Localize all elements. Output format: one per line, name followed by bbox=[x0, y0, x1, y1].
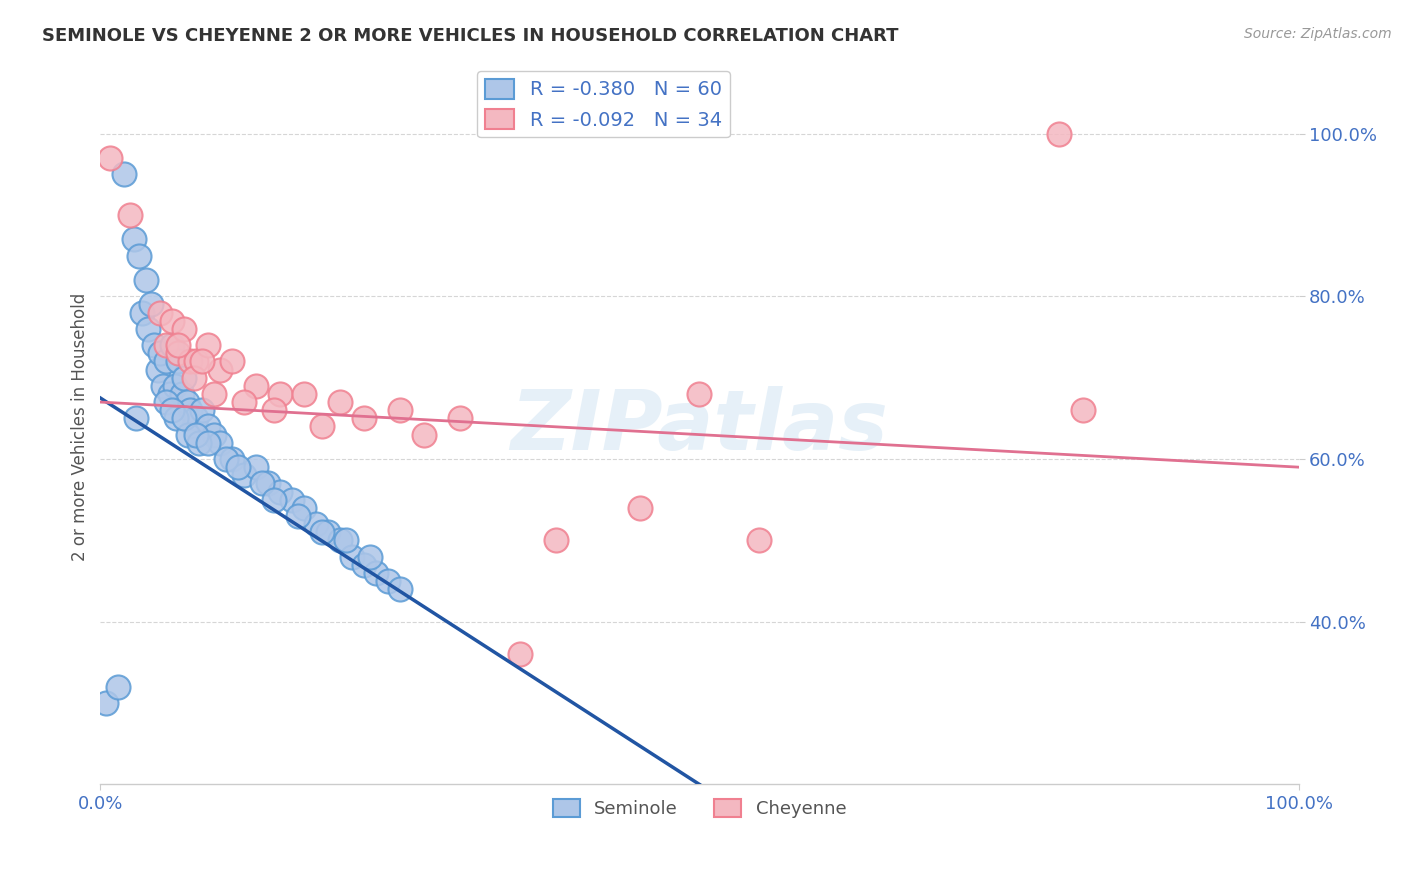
Point bbox=[155, 354, 177, 368]
Point bbox=[388, 582, 411, 597]
Point bbox=[748, 533, 770, 548]
Point bbox=[146, 362, 169, 376]
Point bbox=[226, 460, 249, 475]
Point bbox=[335, 533, 357, 548]
Point bbox=[311, 525, 333, 540]
Point bbox=[377, 574, 399, 588]
Point bbox=[149, 305, 172, 319]
Point bbox=[221, 354, 243, 368]
Text: ZIPatlas: ZIPatlas bbox=[510, 386, 889, 467]
Point bbox=[197, 419, 219, 434]
Point bbox=[269, 387, 291, 401]
Point bbox=[316, 525, 339, 540]
Point bbox=[135, 273, 157, 287]
Point bbox=[183, 419, 205, 434]
Text: SEMINOLE VS CHEYENNE 2 OR MORE VEHICLES IN HOUSEHOLD CORRELATION CHART: SEMINOLE VS CHEYENNE 2 OR MORE VEHICLES … bbox=[42, 27, 898, 45]
Point bbox=[162, 403, 184, 417]
Point bbox=[128, 249, 150, 263]
Point bbox=[215, 452, 238, 467]
Point bbox=[269, 484, 291, 499]
Point bbox=[340, 549, 363, 564]
Point bbox=[281, 492, 304, 507]
Point bbox=[149, 346, 172, 360]
Point bbox=[131, 305, 153, 319]
Point bbox=[329, 395, 352, 409]
Point bbox=[388, 403, 411, 417]
Point bbox=[96, 696, 118, 710]
Point bbox=[287, 508, 309, 523]
Point bbox=[107, 680, 129, 694]
Point bbox=[170, 387, 193, 401]
Point bbox=[509, 647, 531, 661]
Point bbox=[364, 566, 387, 580]
Point bbox=[186, 427, 208, 442]
Point bbox=[98, 151, 121, 165]
Point bbox=[155, 395, 177, 409]
Point bbox=[245, 379, 267, 393]
Point bbox=[183, 370, 205, 384]
Point bbox=[544, 533, 567, 548]
Point bbox=[292, 500, 315, 515]
Point bbox=[139, 297, 162, 311]
Legend: Seminole, Cheyenne: Seminole, Cheyenne bbox=[546, 792, 853, 825]
Point bbox=[177, 427, 200, 442]
Point bbox=[187, 435, 209, 450]
Point bbox=[628, 500, 651, 515]
Point bbox=[292, 387, 315, 401]
Point bbox=[329, 533, 352, 548]
Point bbox=[688, 387, 710, 401]
Point bbox=[263, 492, 285, 507]
Point bbox=[186, 411, 208, 425]
Point bbox=[191, 403, 214, 417]
Point bbox=[250, 476, 273, 491]
Point bbox=[125, 411, 148, 425]
Y-axis label: 2 or more Vehicles in Household: 2 or more Vehicles in Household bbox=[72, 293, 89, 560]
Point bbox=[155, 338, 177, 352]
Point bbox=[167, 338, 190, 352]
Point bbox=[202, 387, 225, 401]
Point bbox=[353, 558, 375, 572]
Point bbox=[120, 208, 142, 222]
Point bbox=[233, 468, 256, 483]
Text: Source: ZipAtlas.com: Source: ZipAtlas.com bbox=[1244, 27, 1392, 41]
Point bbox=[197, 435, 219, 450]
Point bbox=[1047, 127, 1070, 141]
Point bbox=[353, 411, 375, 425]
Point bbox=[152, 379, 174, 393]
Point bbox=[305, 517, 328, 532]
Point bbox=[159, 387, 181, 401]
Point bbox=[209, 435, 232, 450]
Point bbox=[263, 403, 285, 417]
Point bbox=[167, 354, 190, 368]
Point bbox=[209, 362, 232, 376]
Point bbox=[173, 322, 195, 336]
Point bbox=[221, 452, 243, 467]
Point bbox=[179, 403, 201, 417]
Point bbox=[449, 411, 471, 425]
Point bbox=[162, 314, 184, 328]
Point bbox=[112, 167, 135, 181]
Point bbox=[233, 395, 256, 409]
Point bbox=[191, 354, 214, 368]
Point bbox=[173, 411, 195, 425]
Point bbox=[257, 476, 280, 491]
Point bbox=[122, 232, 145, 246]
Point bbox=[179, 354, 201, 368]
Point bbox=[245, 460, 267, 475]
Point bbox=[412, 427, 434, 442]
Point bbox=[202, 427, 225, 442]
Point bbox=[165, 411, 187, 425]
Point bbox=[167, 346, 190, 360]
Point bbox=[359, 549, 381, 564]
Point bbox=[162, 338, 184, 352]
Point bbox=[136, 322, 159, 336]
Point bbox=[197, 338, 219, 352]
Point bbox=[311, 419, 333, 434]
Point bbox=[173, 370, 195, 384]
Point bbox=[186, 354, 208, 368]
Point bbox=[143, 338, 166, 352]
Point bbox=[176, 395, 198, 409]
Point bbox=[1071, 403, 1094, 417]
Point bbox=[163, 379, 186, 393]
